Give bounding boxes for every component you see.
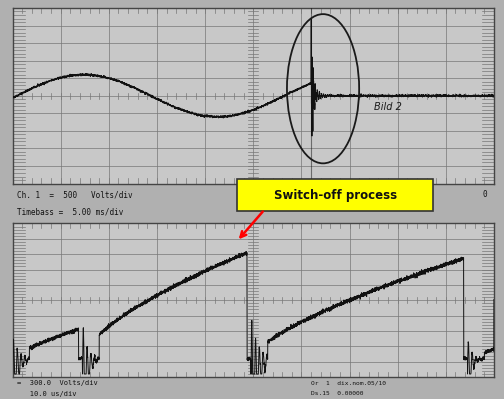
Text: Ch. 1  =  500   Volts/div: Ch. 1 = 500 Volts/div [18,190,133,199]
Text: Or  1  dix.nom.05/10: Or 1 dix.nom.05/10 [311,381,386,386]
Text: =  300.0  Volts/div: = 300.0 Volts/div [18,380,98,386]
FancyBboxPatch shape [237,179,433,211]
Text: 10.0 us/div: 10.0 us/div [18,391,77,397]
Text: Timebass =  5.00 ms/div: Timebass = 5.00 ms/div [18,208,124,217]
Text: Switch-off process: Switch-off process [274,189,397,201]
Text: Bild 2: Bild 2 [373,102,402,112]
Text: 0: 0 [482,190,487,199]
Text: Ds.15  0.00000: Ds.15 0.00000 [311,391,363,396]
